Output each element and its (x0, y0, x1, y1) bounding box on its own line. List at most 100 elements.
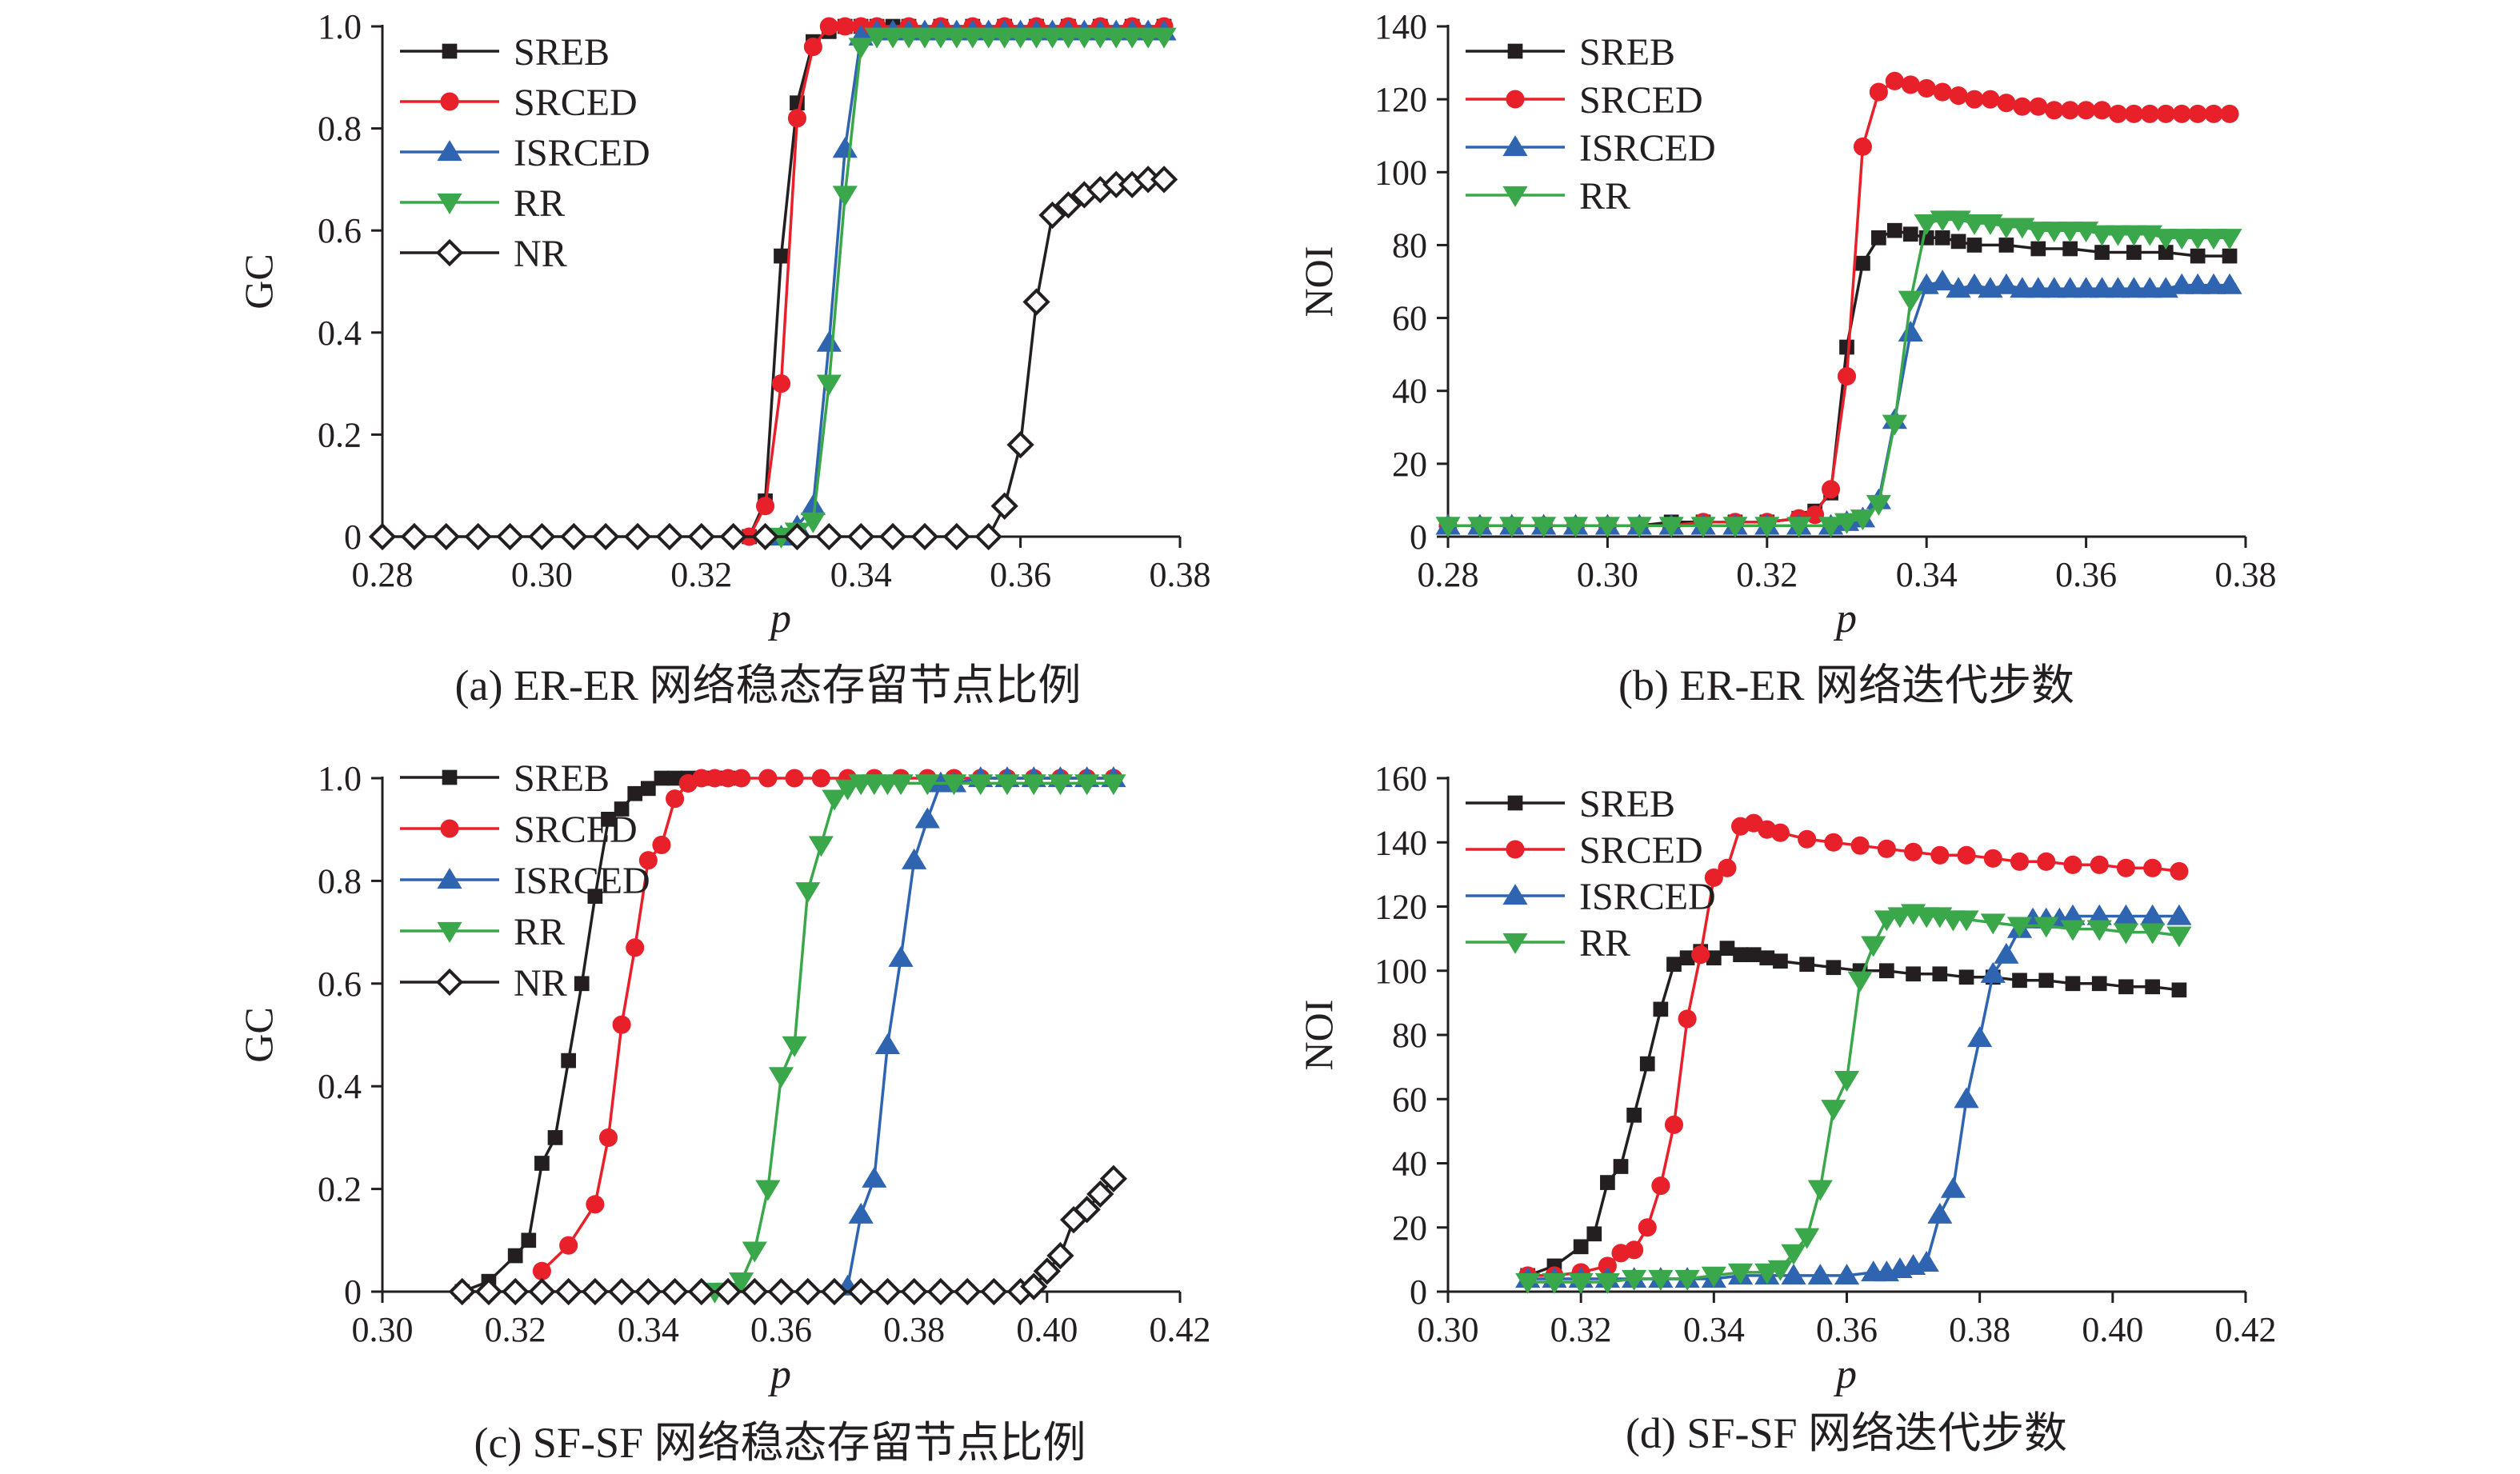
data-point (1651, 1176, 1670, 1196)
data-point (1837, 366, 1857, 386)
data-point (1678, 1009, 1697, 1029)
x-axis-label: p (767, 596, 791, 641)
series-isrced (1435, 270, 2242, 535)
data-point (2062, 241, 2078, 257)
data-point (640, 781, 656, 797)
panel-caption: (a) ER-ER 网络稳态存留节点比例 (455, 661, 1082, 709)
data-point (1653, 1001, 1669, 1017)
x-tick-label: 0.36 (2055, 555, 2117, 594)
data-point (2169, 229, 2194, 250)
data-point (1600, 1175, 1615, 1190)
data-point (1055, 27, 1082, 49)
data-point (1435, 517, 1461, 538)
data-point (2061, 101, 2080, 120)
data-point (586, 1195, 605, 1214)
x-tick-label: 0.40 (2082, 1310, 2143, 1349)
data-point (1020, 1272, 1048, 1300)
data-point (888, 774, 914, 796)
data-point (1934, 230, 1950, 246)
data-point (1047, 774, 1074, 796)
data-point (448, 1277, 476, 1306)
data-point (1847, 971, 1873, 993)
data-point (795, 882, 821, 904)
data-point (1103, 27, 1129, 49)
data-point (714, 1277, 742, 1306)
series-line (462, 777, 728, 1293)
data-point (2126, 245, 2142, 260)
series-nr (368, 166, 1178, 551)
series-rr (1435, 210, 2242, 538)
x-tick-label: 0.36 (990, 555, 1051, 594)
data-point (1706, 950, 1722, 966)
y-tick-label: 140 (1374, 823, 1427, 862)
data-point (1039, 27, 1066, 49)
data-point (1568, 1272, 1594, 1294)
data-point (816, 330, 842, 352)
data-point (559, 1236, 578, 1255)
data-point (910, 522, 939, 551)
data-point (787, 109, 806, 128)
data-point (942, 522, 970, 551)
data-point (634, 1277, 662, 1306)
data-point (1101, 774, 1126, 796)
series-line (780, 35, 1165, 538)
data-point (783, 522, 811, 551)
legend-label: SRCED (1579, 79, 1703, 122)
data-point (2006, 917, 2033, 938)
data-point (1853, 137, 1872, 156)
data-point (627, 785, 643, 801)
data-point (2158, 245, 2174, 260)
data-point (1869, 82, 1888, 102)
data-point (2105, 225, 2131, 246)
data-point (1767, 1260, 1794, 1281)
data-point (1674, 1269, 1700, 1291)
data-point (2060, 904, 2086, 925)
data-point (1807, 1180, 1833, 1201)
panel-a-er-er-gc: 0.28 0.30 0.32 0.34 0.36 0.38 0 0.2 0.4 0.6 0.8 1.0… (236, 7, 1211, 709)
x-tick-label: 0.30 (511, 555, 573, 594)
data-point (560, 522, 588, 551)
data-point (1679, 950, 1695, 966)
data-point (528, 1277, 556, 1306)
data-point (1850, 836, 1870, 855)
data-point (2074, 277, 2099, 298)
data-point (1046, 1241, 1074, 1270)
legend-marker (1506, 840, 1525, 859)
y-tick-label: 0.6 (318, 965, 362, 1004)
legend-label: SREB (1579, 31, 1675, 74)
data-point (2090, 855, 2109, 874)
data-point (2121, 277, 2147, 298)
data-point (2029, 97, 2048, 116)
data-point (800, 493, 826, 515)
data-point (2108, 104, 2128, 123)
data-point (464, 522, 492, 551)
data-point (820, 1277, 849, 1306)
series-sreb (742, 18, 1172, 545)
data-point (1135, 27, 1161, 49)
data-point (832, 137, 858, 158)
data-point (1021, 774, 1046, 796)
data-point (1022, 288, 1050, 316)
x-tick-label: 0.38 (2215, 555, 2277, 594)
panel-c-sf-sf-gc: 0.30 0.32 0.34 0.36 0.38 0.40 0.42 0 0.2 0.4 0.6 0.… (236, 757, 1211, 1467)
data-point (1950, 234, 1966, 250)
data-point (2201, 273, 2226, 294)
data-point (1754, 517, 1780, 538)
data-point (2105, 277, 2131, 298)
data-point (601, 812, 616, 827)
data-point (2118, 979, 2134, 995)
data-point (2086, 904, 2112, 925)
data-point (912, 27, 938, 49)
data-point (1562, 517, 1589, 538)
data-point (816, 374, 842, 396)
data-point (1594, 517, 1620, 538)
data-point (2026, 277, 2051, 298)
data-point (1718, 858, 1737, 877)
data-point (1658, 517, 1684, 538)
series-nr (448, 1164, 1128, 1306)
data-point (1914, 214, 1939, 235)
data-point (954, 1277, 982, 1306)
legend-label: ISRCED (1579, 127, 1716, 170)
data-point (1733, 947, 1748, 963)
